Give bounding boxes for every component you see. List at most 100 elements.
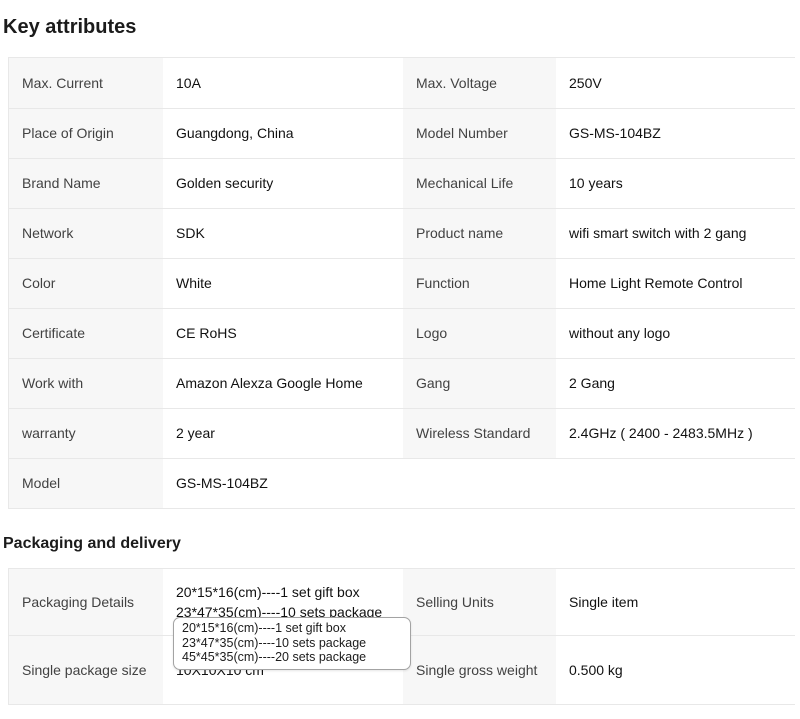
attribute-value: 250V xyxy=(569,74,602,91)
attribute-label-cell: warranty xyxy=(9,409,163,458)
key-attributes-heading: Key attributes xyxy=(3,16,137,38)
attribute-label: Certificate xyxy=(22,325,86,341)
attribute-value[interactable]: 20*15*16(cm)----1 set gift box 23*47*35(… xyxy=(176,584,383,620)
tooltip-line: 45*45*35(cm)----20 sets package xyxy=(182,650,367,664)
attribute-value-cell: Guangdong, China xyxy=(163,109,403,158)
table-row: Brand Name Golden security Mechanical Life… xyxy=(9,158,796,208)
attribute-label-cell: Single package size xyxy=(9,636,163,704)
table-row: Model GS-MS-104BZ xyxy=(9,458,796,508)
attribute-label-cell: Color xyxy=(9,259,163,308)
packaging-heading: Packaging and delivery xyxy=(3,535,181,552)
attribute-value: GS-MS-104BZ xyxy=(176,475,268,491)
attribute-label: Logo xyxy=(416,325,448,341)
attribute-label: Wireless Standard xyxy=(416,425,531,441)
attribute-value: White xyxy=(176,275,212,291)
table-row: Place of Origin Guangdong, China Model Num… xyxy=(9,108,796,158)
attribute-value-cell: White xyxy=(163,259,403,308)
attribute-label: Brand Name xyxy=(22,175,101,191)
attribute-value-cell: wifi smart switch with 2 gang xyxy=(556,209,796,258)
attribute-value: 10 years xyxy=(569,175,623,191)
attribute-value-cell: Home Light Remote Control xyxy=(556,259,796,308)
attribute-label-cell: Model xyxy=(9,459,163,508)
attribute-value-cell: 250V xyxy=(556,58,796,108)
attribute-label: Max. Current xyxy=(22,74,103,91)
attribute-value: 0.500 kg xyxy=(569,661,623,678)
attribute-label: Single gross weight xyxy=(416,661,538,678)
attribute-label-cell xyxy=(403,459,556,508)
attribute-value: 2 Gang xyxy=(569,375,615,391)
attribute-label: Model Number xyxy=(416,125,508,141)
attribute-value: Single item xyxy=(569,593,639,610)
attribute-value: 2 year xyxy=(176,425,215,441)
attribute-value: Home Light Remote Control xyxy=(569,275,743,291)
attribute-value-cell: 2 year xyxy=(163,409,403,458)
attribute-value: 10A xyxy=(176,74,201,91)
attribute-value-cell: GS-MS-104BZ xyxy=(556,109,796,158)
attribute-value: CE RoHS xyxy=(176,325,237,341)
table-row: Color White Function Home Light Remote Cont… xyxy=(9,258,796,308)
attribute-value-cell: SDK xyxy=(163,209,403,258)
attribute-value-cell: 0.500 kg xyxy=(556,636,796,704)
table-row: warranty 2 year Wireless Standard 2.4GHz ( … xyxy=(9,408,796,458)
attribute-label: Max. Voltage xyxy=(416,74,497,91)
attribute-label: Color xyxy=(22,275,56,291)
table-row: Max. Current 10A Max. Voltage 250V xyxy=(9,58,796,108)
attribute-label-cell: Mechanical Life xyxy=(403,159,556,208)
tooltip-line: 23*47*35(cm)----10 sets package xyxy=(182,635,367,650)
attribute-value-cell xyxy=(556,459,796,508)
attribute-value: GS-MS-104BZ xyxy=(569,125,661,141)
attribute-label: Place of Origin xyxy=(22,125,114,141)
attribute-label: Selling Units xyxy=(416,593,494,610)
attribute-label: Function xyxy=(416,275,470,291)
attribute-label: Model xyxy=(22,475,61,491)
attribute-value: Golden security xyxy=(176,175,274,191)
attribute-label-cell: Gang xyxy=(403,359,556,408)
attribute-label: Mechanical Life xyxy=(416,175,514,191)
attribute-label: Gang xyxy=(416,375,451,391)
attribute-value-cell: GS-MS-104BZ xyxy=(163,459,403,508)
table-row: Certificate CE RoHS Logo without any logo xyxy=(9,308,796,358)
attribute-label-cell: Work with xyxy=(9,359,163,408)
table-row: Packaging Details 20*15*16(cm)----1 set g… xyxy=(9,569,796,635)
table-row: Work with Amazon Alexza Google Home Gang 2 … xyxy=(9,358,796,408)
attribute-label: Network xyxy=(22,225,74,241)
attribute-value-cell: CE RoHS xyxy=(163,309,403,358)
attribute-label-cell: Model Number xyxy=(403,109,556,158)
attribute-value-cell: 10 years xyxy=(556,159,796,208)
attribute-label-cell: Place of Origin xyxy=(9,109,163,158)
attribute-label-cell: Max. Current xyxy=(9,58,163,108)
attribute-label-cell: Brand Name xyxy=(9,159,163,208)
attribute-label-cell: Single gross weight xyxy=(403,636,556,704)
attribute-label-cell: Network xyxy=(9,209,163,258)
attribute-label: Packaging Details xyxy=(22,593,135,610)
tooltip-line: 20*15*16(cm)----1 set gift box xyxy=(182,621,346,635)
attribute-label: Single package size xyxy=(22,661,147,678)
attribute-label: Product name xyxy=(416,225,504,241)
attribute-label-cell: Max. Voltage xyxy=(403,58,556,108)
attribute-value: Guangdong, China xyxy=(176,125,294,141)
table-row: Single package size 10X10X10 cm Single gro… xyxy=(9,635,796,704)
attribute-label-cell: Function xyxy=(403,259,556,308)
attribute-label-cell: Logo xyxy=(403,309,556,358)
attribute-label: warranty xyxy=(22,425,76,441)
attribute-value-cell: without any logo xyxy=(556,309,796,358)
attribute-value: SDK xyxy=(176,225,205,241)
attribute-label-cell: Selling Units xyxy=(403,569,556,635)
attribute-value-cell: 2.4GHz ( 2400 - 2483.5MHz ) xyxy=(556,409,796,458)
packaging-table: Packaging Details 20*15*16(cm)----1 set g… xyxy=(8,568,796,705)
attribute-value: Amazon Alexza Google Home xyxy=(176,375,363,391)
table-row: Network SDK Product name wifi smart switch … xyxy=(9,208,796,258)
attribute-label: Work with xyxy=(22,375,84,391)
attribute-label-cell: Certificate xyxy=(9,309,163,358)
attribute-label-cell: Wireless Standard xyxy=(403,409,556,458)
key-attributes-table: Max. Current 10A Max. Voltage 250V Place of … xyxy=(8,57,796,509)
packaging-details-tooltip: 20*15*16(cm)----1 set gift box 23*47*35(… xyxy=(173,617,411,670)
attribute-value-cell: Golden security xyxy=(163,159,403,208)
attribute-value: 2.4GHz ( 2400 - 2483.5MHz ) xyxy=(569,425,753,441)
attribute-value: without any logo xyxy=(569,325,671,341)
attribute-value-cell: 2 Gang xyxy=(556,359,796,408)
attribute-value-cell: Amazon Alexza Google Home xyxy=(163,359,403,408)
attribute-label-cell: Packaging Details xyxy=(9,569,163,635)
attribute-label-cell: Product name xyxy=(403,209,556,258)
